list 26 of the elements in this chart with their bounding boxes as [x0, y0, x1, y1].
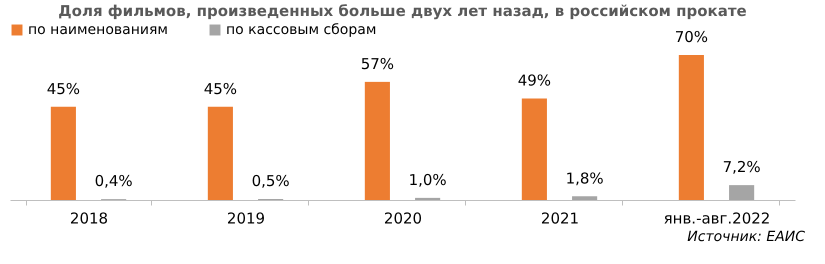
bar	[364, 82, 390, 200]
x-tick-label: 2018	[70, 210, 108, 228]
x-tick-label: 2019	[226, 210, 266, 228]
data-label: 7,2%	[722, 158, 761, 176]
data-label: 45%	[204, 80, 238, 98]
text: Источник: ЕАИС	[686, 228, 806, 246]
legend-label: по кассовым сборам	[226, 22, 376, 38]
data-label: 45%	[46, 80, 80, 98]
x-tick-label: 2021	[540, 210, 580, 228]
bar	[522, 98, 547, 200]
data-label: 70%	[674, 28, 708, 46]
bar	[572, 196, 598, 200]
x-tick-label: 2020	[384, 210, 422, 228]
x-tick-label: янв.-авг.2022	[664, 210, 770, 228]
data-label: 1,0%	[408, 170, 447, 189]
data-label: 0,5%	[252, 172, 290, 190]
data-label: 49%	[518, 72, 552, 90]
data-label: 1,8%	[566, 169, 604, 188]
bar	[50, 106, 76, 200]
bar	[729, 185, 754, 200]
chart-title: Доля фильмов, произведенных больше двух лет назад, в российском прокате	[58, 2, 747, 20]
legend-label: по наименованиям	[28, 22, 168, 38]
data-label: 0,4%	[94, 172, 133, 190]
bar	[208, 106, 233, 200]
bar	[678, 55, 704, 200]
data-label: 57%	[360, 54, 394, 73]
